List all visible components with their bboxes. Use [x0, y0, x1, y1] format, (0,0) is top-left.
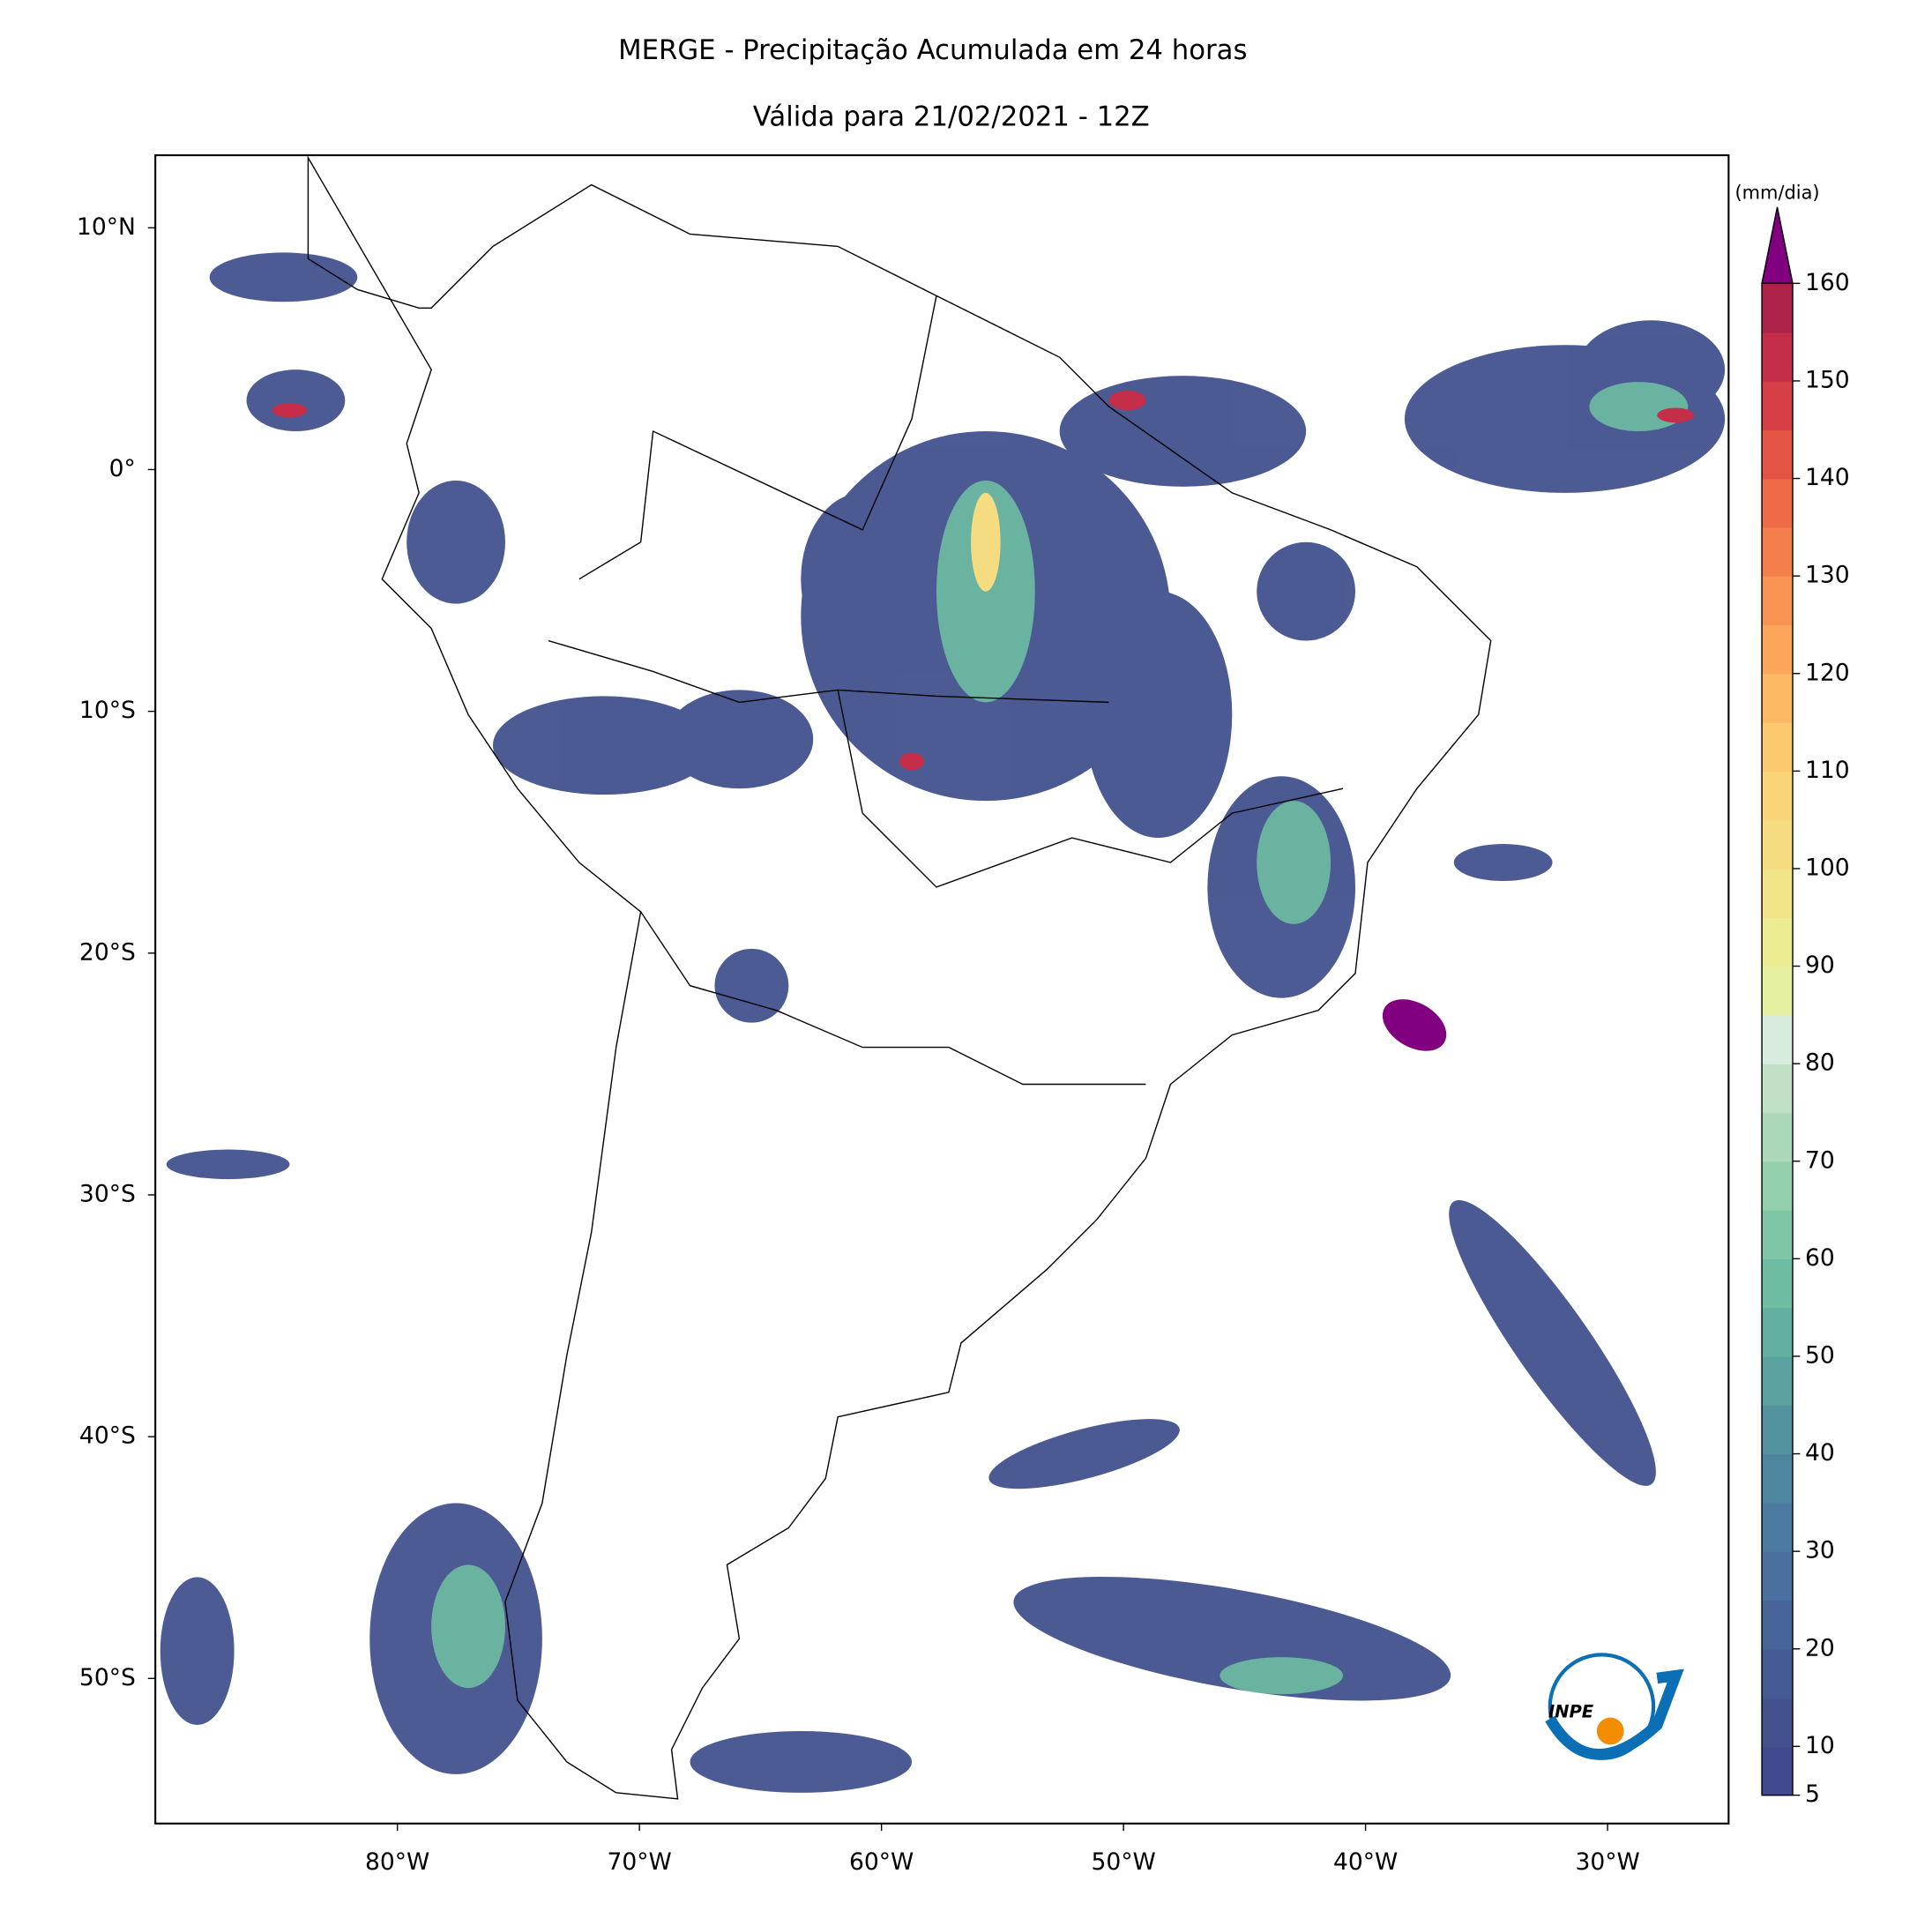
subtitle: Válida para 21/02/2021 - 12Z	[753, 101, 1150, 133]
y-tick-label: 0°	[109, 455, 136, 482]
color-band	[1762, 1648, 1793, 1698]
color-band	[1762, 722, 1793, 773]
colorbar-tick-label: 120	[1805, 659, 1850, 686]
color-band	[1762, 1502, 1793, 1552]
precipitation-field	[160, 252, 1726, 1793]
colorbar-tick-label: 110	[1805, 757, 1850, 784]
color-band	[1762, 1307, 1793, 1357]
x-tick-label: 40°W	[1333, 1848, 1398, 1876]
color-band	[1762, 1453, 1793, 1504]
colorbar-tick-label: 20	[1805, 1634, 1835, 1661]
colorbar-tick-label: 140	[1805, 464, 1850, 491]
x-tick-label: 50°W	[1091, 1848, 1155, 1876]
color-band	[1762, 1355, 1793, 1406]
colorbar-tick-label: 10	[1805, 1732, 1835, 1759]
colorbar-tick-label: 150	[1805, 366, 1850, 393]
x-tick-label: 60°W	[849, 1848, 914, 1876]
y-tick-label: 10°N	[77, 213, 136, 241]
color-band	[1762, 1161, 1793, 1211]
color-band	[1762, 1064, 1793, 1114]
color-band	[1762, 771, 1793, 821]
color-band	[1762, 283, 1793, 333]
colorbar-tick-label: 130	[1805, 562, 1850, 589]
map-frame	[154, 153, 1730, 1825]
colorbar-tick-label: 100	[1805, 854, 1850, 881]
color-band	[1762, 868, 1793, 918]
borders	[548, 295, 1344, 1086]
logo-text: INPE	[1548, 1702, 1594, 1722]
color-band	[1762, 1551, 1793, 1601]
color-band	[1762, 1258, 1793, 1309]
colorbar-tick-label: 40	[1805, 1439, 1835, 1467]
y-tick-label: 40°S	[79, 1422, 136, 1450]
y-tick-label: 30°S	[79, 1180, 136, 1207]
colorbar-tick-label: 50	[1805, 1341, 1835, 1369]
colorbar-tick-label: 60	[1805, 1244, 1835, 1272]
color-band	[1762, 966, 1793, 1016]
colorbar-tick-label: 30	[1805, 1537, 1835, 1564]
color-band	[1762, 1698, 1793, 1748]
color-band	[1762, 673, 1793, 723]
color-band	[1762, 1112, 1793, 1162]
color-band	[1762, 1600, 1793, 1650]
colorbar-tick-label: 90	[1805, 952, 1835, 979]
color-band	[1762, 1746, 1793, 1796]
color-band	[1762, 576, 1793, 626]
colorbar-frame	[1761, 282, 1794, 1796]
color-band	[1762, 1210, 1793, 1260]
color-band	[1762, 380, 1793, 430]
color-band	[1762, 624, 1793, 675]
colorbar-tick-label: 160	[1805, 269, 1850, 296]
colorbar-tick-label: 5	[1805, 1780, 1820, 1808]
y-tick-label: 50°S	[79, 1664, 136, 1691]
color-band	[1762, 1014, 1793, 1064]
color-band	[1762, 478, 1793, 528]
x-tick-label: 70°W	[608, 1848, 672, 1876]
colorbar-tick-label: 80	[1805, 1049, 1835, 1077]
color-band	[1762, 1405, 1793, 1455]
colorbar-label: (mm/dia)	[1734, 182, 1819, 203]
color-band	[1762, 429, 1793, 480]
inpe-logo: INPE	[1545, 1653, 1684, 1760]
color-band	[1762, 332, 1793, 382]
title: MERGE - Precipitação Acumulada em 24 hor…	[618, 34, 1247, 66]
color-band	[1762, 917, 1793, 967]
x-tick-label: 30°W	[1575, 1848, 1639, 1876]
x-tick-label: 80°W	[365, 1848, 429, 1876]
y-tick-label: 10°S	[79, 697, 136, 724]
coastline	[307, 155, 1492, 1800]
y-tick-label: 20°S	[79, 938, 136, 966]
color-band	[1762, 819, 1793, 870]
color-band	[1762, 526, 1793, 577]
colorbar-tick-label: 70	[1805, 1146, 1835, 1174]
